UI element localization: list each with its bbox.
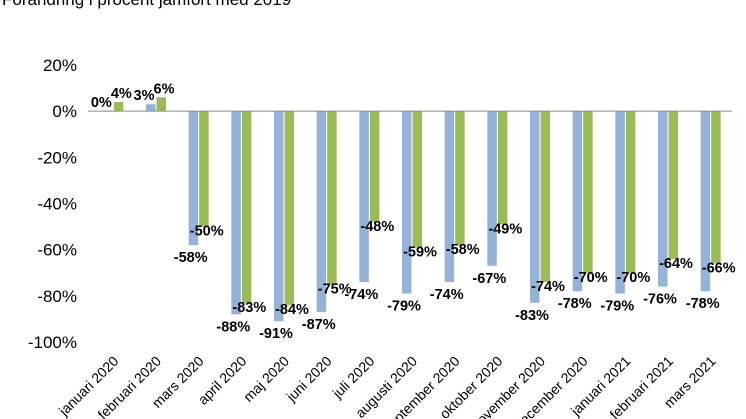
- data-label-s1: -67%: [472, 271, 506, 287]
- bar-s2: [540, 111, 550, 282]
- bar-s2: [241, 111, 252, 303]
- bar-s2: [625, 111, 636, 273]
- bar-s1: [146, 104, 156, 112]
- data-label-s2: -75%: [318, 281, 352, 297]
- data-label-s2: -50%: [190, 224, 224, 240]
- y-tick-label: 20%: [43, 56, 77, 75]
- bar-s2: [327, 111, 337, 285]
- bar-s2: [113, 101, 124, 112]
- data-label-s1: -74%: [430, 287, 464, 303]
- data-label-s2: -59%: [403, 244, 437, 260]
- data-label-s1: -78%: [686, 296, 720, 312]
- bar-s1: [359, 111, 369, 282]
- bar-s2: [156, 97, 166, 112]
- bar-s2: [583, 111, 593, 273]
- bar-s2: [199, 111, 209, 227]
- x-tick-label: maj 2020: [240, 353, 292, 405]
- bar-s2: [497, 111, 508, 225]
- bar-s1: [700, 111, 711, 292]
- data-label-s1: -79%: [600, 299, 634, 315]
- bar-s1: [572, 111, 583, 292]
- data-label-s1: -88%: [216, 319, 250, 335]
- bar-s2: [369, 111, 380, 222]
- x-tick-label: juni 2020: [283, 353, 335, 405]
- data-label-s1: -58%: [174, 250, 208, 266]
- data-label-s1: -87%: [302, 317, 336, 333]
- data-label-s2: -70%: [574, 270, 608, 286]
- y-tick-label: -40%: [37, 195, 77, 214]
- data-label-s1: 3%: [134, 88, 155, 104]
- bar-s2: [412, 111, 422, 248]
- bar-s2: [668, 111, 678, 259]
- y-tick-label: -100%: [28, 333, 77, 352]
- data-label-s1: -79%: [387, 299, 421, 315]
- y-tick-label: -80%: [37, 287, 77, 306]
- bar-s1: [402, 111, 412, 294]
- data-label-s1: -83%: [515, 308, 549, 324]
- bars-group: [103, 97, 721, 322]
- data-label-s1: -78%: [558, 296, 592, 312]
- bar-s1: [188, 111, 199, 246]
- bar-s1: [487, 111, 497, 266]
- bar-s1: [231, 111, 241, 315]
- data-label-s2: 6%: [154, 81, 175, 97]
- data-label-s2: -58%: [446, 242, 480, 258]
- bar-s2: [455, 111, 465, 246]
- data-label-s1: -91%: [259, 326, 293, 342]
- y-tick-label: -60%: [37, 241, 77, 260]
- bar-s1: [444, 111, 455, 282]
- bar-s1: [274, 111, 284, 322]
- bar-s2: [284, 111, 294, 306]
- y-tick-label: 0%: [52, 102, 77, 121]
- data-label-s2: -66%: [702, 261, 736, 277]
- data-label-s1: -74%: [344, 287, 378, 303]
- y-axis: 20% 0% -20% -40% -60% -80% -100%: [28, 56, 77, 352]
- y-tick-label: -20%: [37, 148, 77, 167]
- bar-s1: [530, 111, 540, 303]
- data-label-s2: -74%: [531, 279, 565, 295]
- data-label-s2: -49%: [488, 221, 522, 237]
- data-label-s2: -70%: [616, 270, 650, 286]
- data-label-s1: -76%: [643, 292, 677, 308]
- bar-s2: [711, 111, 721, 264]
- bar-s1: [615, 111, 625, 294]
- data-label-s2: -83%: [232, 300, 266, 316]
- data-label-s2: -48%: [360, 219, 394, 235]
- data-label-s2: -84%: [275, 302, 309, 318]
- bar-s1: [316, 111, 327, 312]
- data-label-s2: 4%: [111, 86, 132, 102]
- data-labels-group: 0% 3% -58% -88% -91% -87% -74% -79% -74% -67% -83%…: [91, 81, 736, 342]
- bar-s1: [658, 111, 668, 287]
- data-label-s2: -64%: [659, 256, 693, 272]
- chart-title: Förändring i procent jämfört med 2019: [2, 0, 291, 9]
- data-label-s1: 0%: [91, 95, 112, 111]
